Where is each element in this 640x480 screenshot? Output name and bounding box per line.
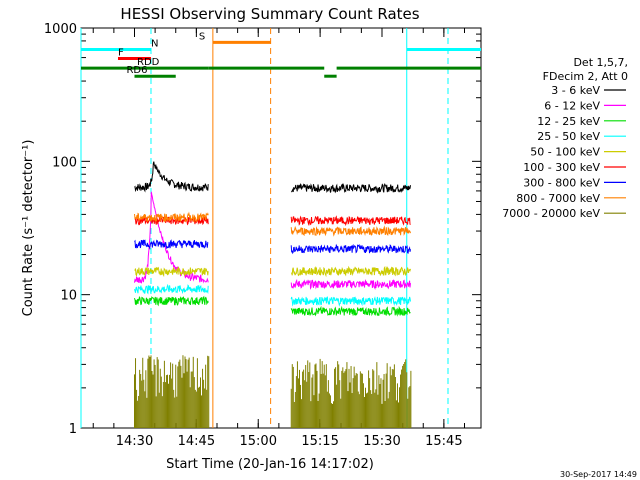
legend-label: 100 - 300 keV	[523, 161, 600, 174]
legend-label: 12 - 25 keV	[537, 115, 600, 128]
series-line	[290, 305, 411, 317]
legend-label: 50 - 100 keV	[530, 146, 600, 159]
y-tick-label: 1000	[44, 22, 77, 37]
flag-label-n: N	[151, 38, 158, 49]
series-line	[134, 283, 209, 295]
series-line	[134, 266, 209, 278]
y-tick-label: 100	[52, 155, 77, 170]
y-tick-label: 10	[60, 289, 77, 304]
series-line	[134, 161, 209, 193]
series-line	[134, 211, 209, 224]
flag-label-f: F	[118, 48, 124, 59]
x-tick-label: 15:30	[363, 434, 400, 449]
legend-label: 800 - 7000 keV	[516, 192, 600, 205]
legend-header-1: Det 1,5,7,	[573, 56, 628, 69]
x-tick-label: 15:45	[425, 434, 462, 449]
chart-title: HESSI Observing Summary Count Rates	[120, 5, 419, 23]
legend-label: 6 - 12 keV	[544, 99, 600, 112]
legend-label: 3 - 6 keV	[551, 84, 600, 97]
plot-frame	[80, 27, 482, 429]
series-line	[290, 296, 411, 307]
series-line	[290, 243, 411, 255]
series-line	[134, 239, 209, 250]
legend-label: 25 - 50 keV	[537, 130, 600, 143]
x-tick-label: 15:00	[240, 434, 277, 449]
flag-label-rd6: RD6	[126, 65, 147, 76]
y-tick-label: 1	[69, 422, 77, 437]
legend-label: 7000 - 20000 keV	[502, 207, 600, 220]
x-tick-label: 15:15	[301, 434, 338, 449]
series-line	[291, 182, 411, 194]
flag-label-rdd: RDD	[137, 57, 160, 68]
x-tick-label: 14:30	[116, 434, 153, 449]
series-line	[134, 295, 209, 307]
x-tick-label: 14:45	[178, 434, 215, 449]
legend-label: 300 - 800 keV	[523, 176, 600, 189]
series-line	[290, 215, 411, 227]
series-line	[290, 278, 411, 291]
flag-label-s: S	[199, 31, 205, 42]
x-axis-label: Start Time (20-Jan-16 14:17:02)	[166, 457, 374, 472]
legend: 3 - 6 keV 6 - 12 keV 12 - 25 keV 25 - 50 ke…	[502, 84, 626, 220]
plot-area: 1 10 100 1000 14:30 14:45 15:00 15:15 15:30 15:45…	[44, 22, 482, 449]
series-line	[290, 265, 411, 278]
y-axis-label: Count Rate (s⁻¹ detector⁻¹)	[21, 140, 36, 317]
legend-header-2: FDecim 2, Att 0	[543, 70, 628, 83]
series-line	[290, 225, 411, 237]
timestamp: 30-Sep-2017 14:49	[560, 470, 637, 479]
